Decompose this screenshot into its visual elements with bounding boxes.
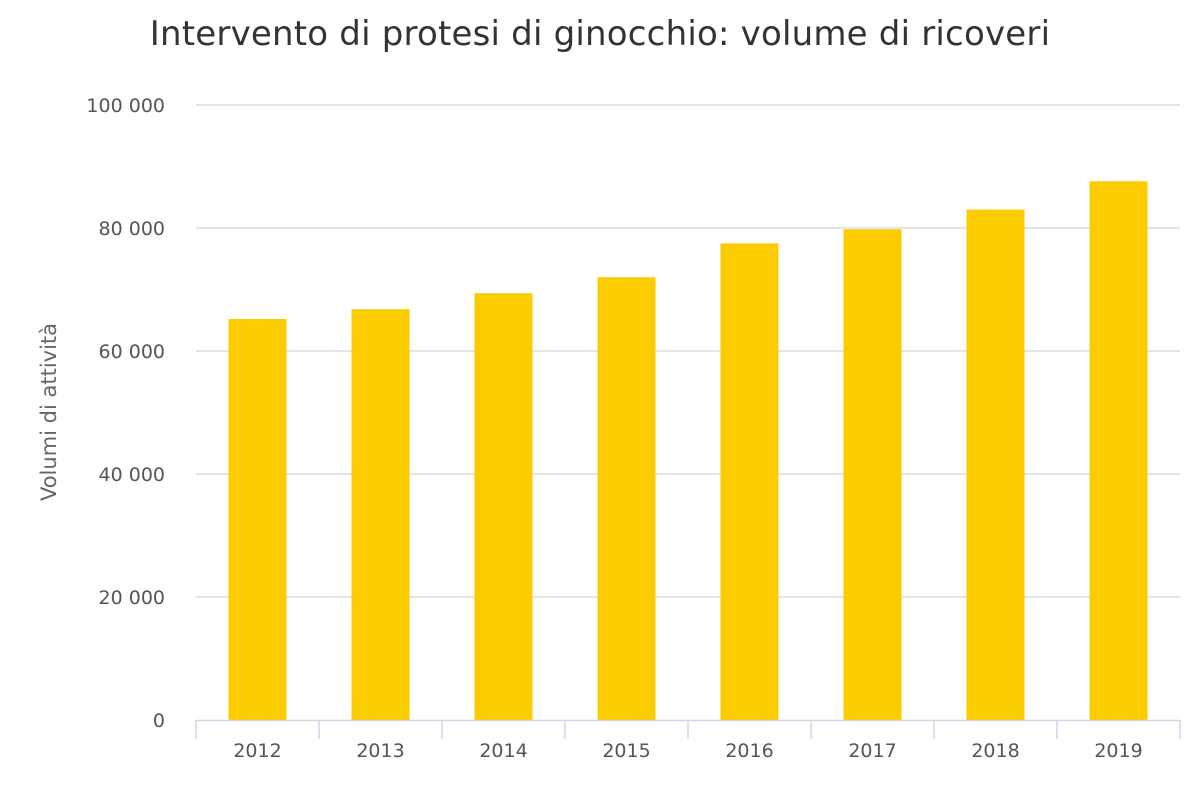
chart-title: Intervento di protesi di ginocchio: volu…: [149, 14, 1051, 54]
y-axis-tick-labels: 0 20 000 40 000 60 000 80 000 100 000: [86, 95, 165, 732]
x-tick-label: 2017: [848, 740, 896, 762]
bar-2018: [966, 209, 1025, 721]
bar-2012: [228, 319, 287, 720]
y-tick-label: 80 000: [99, 218, 165, 240]
y-tick-label: 60 000: [99, 341, 165, 363]
bar-2015: [597, 277, 656, 720]
x-tick-label: 2016: [725, 740, 773, 762]
x-tick-label: 2018: [971, 740, 1019, 762]
bar-2017: [843, 229, 902, 721]
bars: [228, 181, 1148, 721]
y-axis-title: Volumi di attività: [37, 323, 61, 501]
bar-2019: [1089, 181, 1148, 720]
x-tick-label: 2013: [356, 740, 404, 762]
bar-2013: [351, 309, 410, 720]
x-tick-label: 2014: [479, 740, 527, 762]
y-tick-label: 100 000: [86, 95, 165, 117]
y-tick-label: 40 000: [99, 464, 165, 486]
bar-2016: [720, 243, 779, 720]
x-tick-label: 2012: [233, 740, 281, 762]
x-tick-label: 2015: [602, 740, 650, 762]
gridlines: [196, 104, 1180, 598]
x-axis-tick-labels: 2012 2013 2014 2015 2016 2017 2018 2019: [233, 740, 1142, 762]
x-axis: [195, 719, 1181, 739]
y-tick-label: 20 000: [99, 587, 165, 609]
y-tick-label: 0: [153, 710, 165, 732]
bar-2014: [474, 293, 533, 720]
x-tick-label: 2019: [1094, 740, 1142, 762]
